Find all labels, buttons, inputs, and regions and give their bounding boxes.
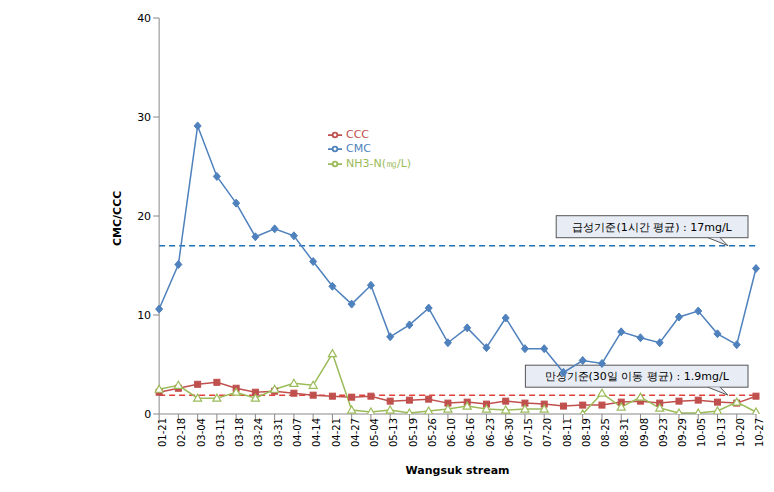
svg-text:04-14: 04-14 [311, 418, 322, 447]
svg-text:10-13: 10-13 [716, 418, 727, 447]
html-text:CCC: CCC [346, 128, 369, 141]
svg-text:05-26: 05-26 [427, 418, 438, 447]
svg-text:03-24: 03-24 [253, 418, 264, 447]
svg-text:06-10: 06-10 [446, 418, 457, 447]
svg-text:08-19: 08-19 [581, 418, 592, 447]
svg-text:03-11: 03-11 [215, 418, 226, 447]
svg-text:09-08: 09-08 [639, 418, 650, 447]
svg-text:08-11: 08-11 [562, 418, 573, 447]
svg-text:Wangsuk stream: Wangsuk stream [406, 464, 510, 477]
svg-text:05-04: 05-04 [369, 418, 380, 447]
svg-text:04-07: 04-07 [292, 418, 303, 447]
svg-text:03-18: 03-18 [234, 418, 245, 447]
svg-text:CMC/CCC: CMC/CCC [111, 191, 124, 246]
svg-text:09-23: 09-23 [658, 418, 669, 447]
svg-text:02-18: 02-18 [176, 418, 187, 447]
svg-text:08-31: 08-31 [619, 418, 630, 447]
svg-text:만성기준(30일 이동 평균) : 1.9mg/L: 만성기준(30일 이동 평균) : 1.9mg/L [545, 370, 730, 383]
svg-text:01-21: 01-21 [157, 418, 168, 447]
svg-text:30: 30 [137, 111, 151, 124]
svg-text:06-16: 06-16 [465, 418, 476, 447]
svg-text:0: 0 [144, 408, 151, 421]
svg-text:06-23: 06-23 [485, 418, 496, 447]
svg-text:04-27: 04-27 [350, 418, 361, 447]
svg-text:07-20: 07-20 [542, 418, 553, 447]
svg-text:07-15: 07-15 [523, 418, 534, 447]
svg-text:10-20: 10-20 [735, 418, 746, 447]
html-text:CMC: CMC [346, 142, 371, 155]
svg-text:급성기준(1시간 평균) : 17mg/L: 급성기준(1시간 평균) : 17mg/L [572, 221, 732, 234]
svg-text:10-27: 10-27 [754, 418, 765, 447]
svg-text:05-13: 05-13 [388, 418, 399, 447]
svg-text:08-25: 08-25 [600, 418, 611, 447]
svg-text:05-19: 05-19 [408, 418, 419, 447]
svg-text:06-30: 06-30 [504, 418, 515, 447]
svg-text:10: 10 [137, 309, 151, 322]
svg-text:04-21: 04-21 [331, 418, 342, 447]
svg-text:09-29: 09-29 [677, 418, 688, 447]
svg-text:10-05: 10-05 [696, 418, 707, 447]
svg-text:20: 20 [137, 210, 151, 223]
svg-text:03-31: 03-31 [273, 418, 284, 447]
svg-text:03-04: 03-04 [196, 418, 207, 447]
svg-text:40: 40 [137, 12, 151, 25]
html-text:NH3-N(㎎/L): NH3-N(㎎/L) [346, 157, 412, 170]
